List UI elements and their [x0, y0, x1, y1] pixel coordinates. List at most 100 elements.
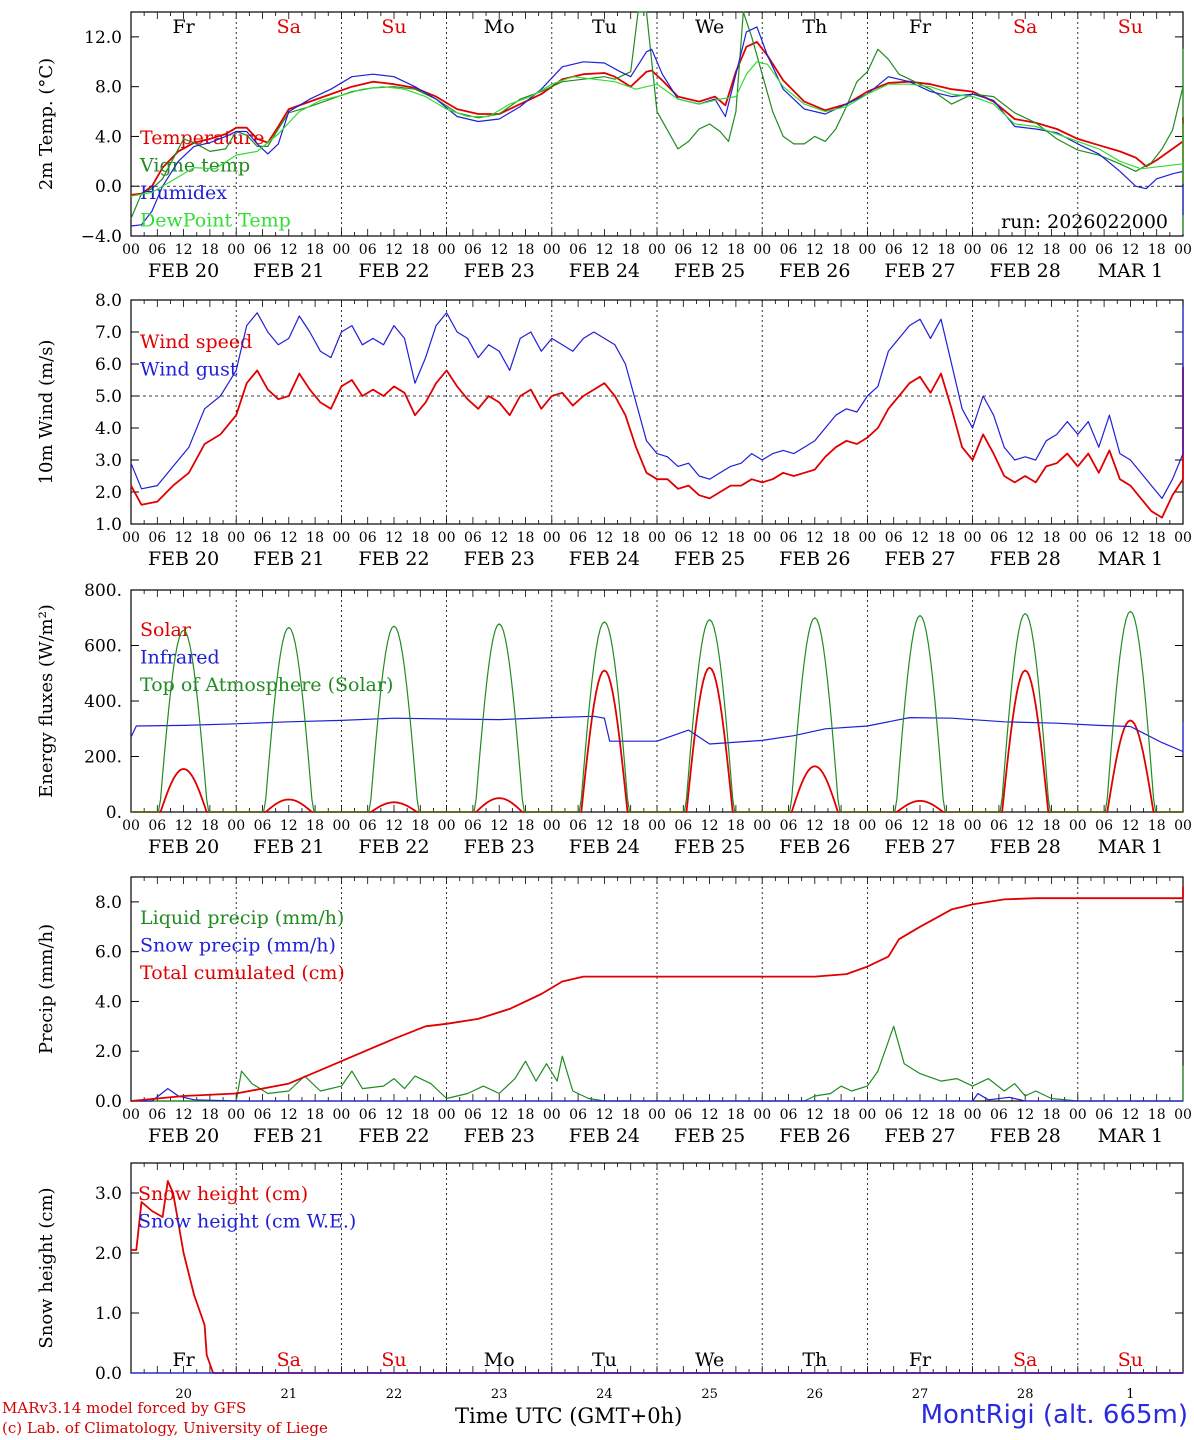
panel3-hour-label: 18 [727, 818, 745, 834]
panel3-hour-label: 12 [175, 818, 193, 834]
panel4-hour-label: 12 [1016, 1107, 1034, 1123]
panel1-hour-label: 00 [438, 242, 456, 258]
day-label-bottom: Mo [484, 1349, 515, 1371]
panel3-date-label: FEB 21 [253, 836, 324, 858]
day-label-top: Su [1118, 16, 1143, 38]
panel3-hour-label: 18 [1148, 818, 1166, 834]
day-label-top: Fr [909, 16, 932, 38]
panel3-hour-label: 06 [569, 818, 587, 834]
panel4-hour-label: 12 [490, 1107, 508, 1123]
panel3-hour-label: 18 [517, 818, 535, 834]
panel4-hour-label: 18 [411, 1107, 429, 1123]
panel1-hour-label: 12 [806, 242, 824, 258]
panel4-hour-label: 06 [990, 1107, 1008, 1123]
panel3-series-infrared [130, 715, 1184, 754]
panel3-hour-label: 00 [543, 818, 561, 834]
panel4-hour-label: 18 [1148, 1107, 1166, 1123]
panel3-hour-label: 06 [1095, 818, 1113, 834]
panel2-hour-label: 06 [254, 530, 272, 546]
panel1-hour-label: 12 [385, 242, 403, 258]
panel4-legend-total-cumulated-cm-: Total cumulated (cm) [140, 962, 345, 984]
bottom-day-number: 27 [912, 1387, 929, 1402]
panel2-date-label: FEB 23 [464, 548, 535, 570]
panel2-hour-label: 18 [832, 530, 850, 546]
panel1-hour-label: 06 [885, 242, 903, 258]
day-label-top: Mo [484, 16, 515, 38]
panel2-ytick-label: 8.0 [95, 291, 122, 311]
panel2-hour-label: 12 [1121, 530, 1139, 546]
panel3-hour-label: 00 [438, 818, 456, 834]
panel2-hour-label: 06 [569, 530, 587, 546]
panel1-hour-label: 00 [753, 242, 771, 258]
panel2-hour-label: 12 [490, 530, 508, 546]
panel3-legend-solar: Solar [140, 619, 192, 641]
panel2-hour-label: 00 [1069, 530, 1087, 546]
panel1-hour-label: 12 [175, 242, 193, 258]
panel4-date-label: FEB 24 [569, 1125, 640, 1147]
panel2-hour-label: 00 [122, 530, 140, 546]
panel4-date-label: MAR 1 [1098, 1125, 1164, 1147]
panel1-ytick-label: 0.0 [95, 177, 122, 197]
panel1-hour-label: 12 [490, 242, 508, 258]
panel2-date-label: FEB 20 [148, 548, 219, 570]
panel3-hour-label: 00 [648, 818, 666, 834]
panel4-date-label: FEB 27 [884, 1125, 955, 1147]
panel1-ytick-label: 12.0 [84, 28, 122, 48]
panel3-hour-label: 12 [1016, 818, 1034, 834]
panel4-hour-label: 00 [1174, 1107, 1192, 1123]
bottom-day-number: 24 [596, 1387, 613, 1402]
day-label-bottom: Sa [1013, 1349, 1037, 1371]
panel3-hour-label: 06 [990, 818, 1008, 834]
panel4-date-label: FEB 28 [990, 1125, 1061, 1147]
panel4-hour-label: 18 [517, 1107, 535, 1123]
panel3-hour-label: 06 [254, 818, 272, 834]
panel4-hour-label: 18 [306, 1107, 324, 1123]
panel1-date-label: FEB 21 [253, 260, 324, 282]
panel1-hour-label: 18 [727, 242, 745, 258]
panel4-hour-label: 12 [911, 1107, 929, 1123]
panel2-date-label: FEB 22 [358, 548, 429, 570]
panel2-date-label: FEB 21 [253, 548, 324, 570]
panel3-hour-label: 12 [385, 818, 403, 834]
panel1-date-label: FEB 25 [674, 260, 745, 282]
panel1-hour-label: 06 [1095, 242, 1113, 258]
panel5-series-snow-height-cm- [131, 1180, 1183, 1374]
panel3-legend-infrared: Infrared [140, 647, 220, 669]
panel4-ytick-label: 6.0 [95, 943, 122, 963]
panel1-series-temperature [130, 41, 1184, 196]
panel4-hour-label: 12 [806, 1107, 824, 1123]
panel2-hour-label: 00 [858, 530, 876, 546]
panel4-hour-label: 06 [148, 1107, 166, 1123]
panel3-date-label: FEB 23 [464, 836, 535, 858]
panel2-hour-label: 06 [148, 530, 166, 546]
panel5-legend-snow-height-cm-w-e-: Snow height (cm W.E.) [138, 1211, 356, 1233]
panel1-date-label: FEB 27 [884, 260, 955, 282]
panel2-ytick-label: 7.0 [95, 323, 122, 343]
panel2-hour-label: 06 [990, 530, 1008, 546]
day-label-bottom: Su [381, 1349, 406, 1371]
panel1-hour-label: 18 [1148, 242, 1166, 258]
panel3-ytick-label: 0. [106, 803, 122, 823]
panel1-hour-label: 18 [517, 242, 535, 258]
panel2-hour-label: 00 [227, 530, 245, 546]
panel1-hour-label: 00 [964, 242, 982, 258]
panel1-hour-label: 18 [1043, 242, 1061, 258]
panel3-hour-label: 06 [464, 818, 482, 834]
panel4-hour-label: 06 [569, 1107, 587, 1123]
panel2-series-wind-gust [130, 305, 1184, 499]
bottom-day-number: 23 [491, 1387, 508, 1402]
bottom-day-number: 22 [386, 1387, 403, 1402]
panel1-hour-label: 06 [780, 242, 798, 258]
panel4-hour-label: 12 [385, 1107, 403, 1123]
panel3-hour-label: 12 [490, 818, 508, 834]
day-label-bottom: We [695, 1349, 724, 1371]
panel3-hour-label: 18 [937, 818, 955, 834]
panel1-hour-label: 00 [1069, 242, 1087, 258]
panel1-legend-temperature: Temperature [140, 127, 264, 149]
panel4-legend-liquid-precip-mm-h-: Liquid precip (mm/h) [140, 907, 344, 929]
panel1-hour-label: 12 [1016, 242, 1034, 258]
panel4-hour-label: 06 [674, 1107, 692, 1123]
panel2-date-label: FEB 28 [990, 548, 1061, 570]
panel1-hour-label: 06 [464, 242, 482, 258]
day-label-top: Sa [1013, 16, 1037, 38]
